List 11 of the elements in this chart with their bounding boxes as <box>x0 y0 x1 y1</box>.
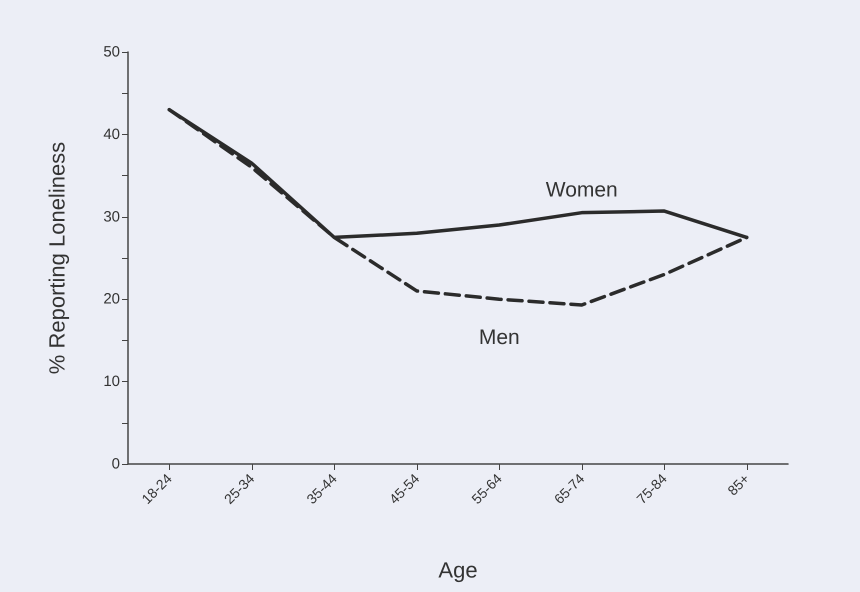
series-label: Women <box>546 178 618 202</box>
y-tick-label: 0 <box>112 456 120 472</box>
x-axis-title: Age <box>438 558 478 582</box>
series-label: Men <box>478 326 520 350</box>
y-tick-label: 30 <box>103 208 120 226</box>
y-tick-label: 20 <box>103 290 120 308</box>
y-axis-title: % Reporting Loneliness <box>44 142 70 374</box>
y-tick-label: 50 <box>103 44 120 60</box>
y-tick-label: 40 <box>103 126 120 143</box>
y-tick-label: 10 <box>103 373 120 390</box>
x-tick-label: 85+ <box>724 470 752 498</box>
